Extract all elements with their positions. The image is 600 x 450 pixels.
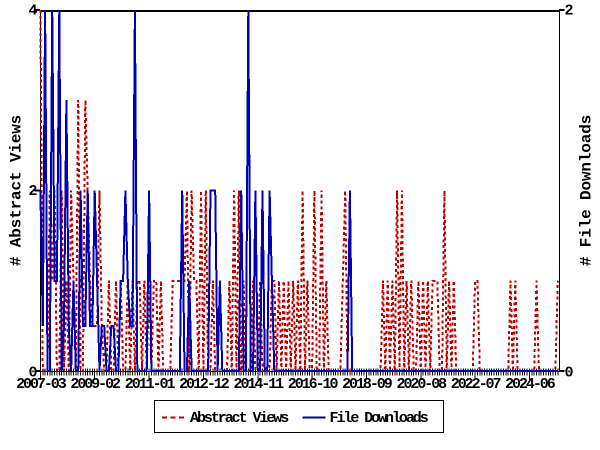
svg-text:0: 0	[29, 365, 38, 382]
svg-text:0: 0	[565, 365, 574, 382]
svg-text:File Downloads: File Downloads	[330, 410, 429, 427]
svg-text:2: 2	[29, 183, 38, 200]
svg-text:# File Downloads: # File Downloads	[578, 115, 596, 266]
svg-text:2022-07: 2022-07	[451, 376, 501, 393]
svg-text:2014-11: 2014-11	[234, 376, 285, 393]
svg-text:2024-06: 2024-06	[505, 376, 556, 393]
svg-text:2007-03: 2007-03	[16, 376, 67, 393]
svg-text:2018-09: 2018-09	[342, 376, 393, 393]
svg-text:4: 4	[29, 3, 38, 20]
svg-text:2011-01: 2011-01	[125, 376, 176, 393]
svg-text:2016-10: 2016-10	[288, 376, 339, 393]
svg-text:# Abstract Views: # Abstract Views	[8, 115, 26, 266]
svg-text:2012-12: 2012-12	[179, 376, 230, 393]
svg-text:2009-02: 2009-02	[70, 376, 121, 393]
svg-text:2: 2	[565, 3, 574, 20]
svg-text:2020-08: 2020-08	[397, 376, 448, 393]
svg-text:Abstract Views: Abstract Views	[190, 410, 289, 427]
